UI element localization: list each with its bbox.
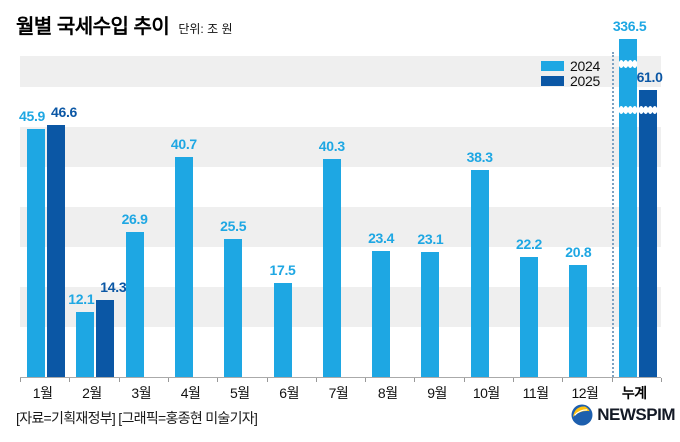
legend-swatch-2024 bbox=[541, 60, 564, 71]
x-label-9월: 9월 bbox=[427, 385, 447, 401]
bar-2025-2월 bbox=[96, 299, 115, 377]
value-label-2024-5월: 25.5 bbox=[220, 218, 247, 235]
chart-unit-label: 단위: 조 원 bbox=[178, 22, 233, 36]
x-label-5월: 5월 bbox=[230, 385, 250, 401]
value-label-2024-2월: 12.1 bbox=[68, 290, 95, 307]
axis-tick bbox=[414, 378, 416, 382]
chart-title: 월별 국세수입 추이 bbox=[16, 16, 170, 38]
value-label-2024-11월: 22.2 bbox=[515, 236, 543, 253]
axis-tick bbox=[217, 378, 219, 382]
legend-label-2024: 2024 bbox=[570, 57, 600, 74]
axis-tick bbox=[611, 378, 613, 382]
bar-2024-6월 bbox=[273, 282, 292, 377]
bar-2024-12월 bbox=[569, 264, 588, 377]
bar-2025-누계 bbox=[638, 90, 657, 377]
axis-break-icon-누계-2024-lower bbox=[618, 103, 637, 115]
axis-break-icon-누계-2025 bbox=[638, 103, 657, 115]
axis-tick bbox=[562, 378, 564, 382]
axis-tick bbox=[69, 378, 71, 382]
bar-2024-누계 bbox=[618, 39, 637, 377]
bar-2024-2월 bbox=[76, 311, 95, 377]
value-label-2024-8월: 23.4 bbox=[368, 229, 395, 246]
value-label-2025-1월: 46.6 bbox=[50, 104, 78, 121]
axis-tick bbox=[463, 378, 465, 382]
legend-item-2024: 2024 bbox=[541, 57, 600, 74]
bar-2024-1월 bbox=[27, 129, 45, 377]
value-label-2024-10월: 38.3 bbox=[466, 149, 493, 166]
legend-swatch-2025 bbox=[541, 75, 564, 86]
x-label-1월: 1월 bbox=[32, 385, 53, 401]
x-label-4월: 4월 bbox=[180, 385, 201, 401]
x-label-2월: 2월 bbox=[82, 385, 102, 401]
value-label-2024-4월: 40.7 bbox=[170, 136, 197, 153]
legend-item-2025: 2025 bbox=[541, 72, 600, 89]
cumulative-divider-line bbox=[611, 52, 614, 377]
bar-2024-11월 bbox=[520, 257, 538, 377]
value-label-2024-6월: 17.5 bbox=[269, 261, 296, 278]
value-label-2025-누계: 61.0 bbox=[636, 69, 663, 85]
x-label-10월: 10월 bbox=[472, 385, 500, 401]
x-label-6월: 6월 bbox=[279, 385, 299, 401]
axis-tick bbox=[167, 378, 169, 382]
axis-tick bbox=[365, 378, 367, 382]
value-label-2024-누계: 336.5 bbox=[612, 18, 647, 34]
bar-2024-7월 bbox=[322, 159, 341, 377]
bar-2024-4월 bbox=[174, 157, 193, 377]
newspim-logo: NEWSPIM bbox=[571, 404, 675, 426]
value-label-2024-1월: 45.9 bbox=[18, 108, 46, 125]
x-label-7월: 7월 bbox=[328, 385, 349, 401]
source-credit: [자료=기획재정부] [그래픽=홍종현 미술기자] bbox=[16, 410, 258, 426]
chart-legend: 2024 2025 bbox=[541, 57, 600, 89]
bar-2024-3월 bbox=[125, 231, 144, 377]
axis-tick bbox=[315, 378, 317, 382]
bar-2024-10월 bbox=[470, 170, 489, 377]
bar-2025-1월 bbox=[47, 125, 65, 377]
value-label-2024-9월: 23.1 bbox=[417, 231, 444, 248]
x-label-누계: 누계 bbox=[621, 385, 647, 401]
x-label-11월: 11월 bbox=[522, 385, 549, 401]
x-label-3월: 3월 bbox=[131, 385, 152, 401]
x-axis-line bbox=[20, 377, 661, 378]
bar-2024-8월 bbox=[372, 250, 391, 377]
value-label-2025-2월: 14.3 bbox=[100, 278, 127, 295]
axis-break-icon-누계-2024-upper bbox=[618, 57, 637, 69]
bar-2024-5월 bbox=[224, 239, 243, 377]
axis-tick bbox=[118, 378, 120, 382]
value-label-2024-12월: 20.8 bbox=[565, 243, 592, 260]
axis-tick bbox=[266, 378, 268, 382]
legend-label-2025: 2025 bbox=[570, 72, 600, 89]
axis-tick bbox=[660, 378, 662, 382]
axis-tick bbox=[20, 378, 21, 382]
bar-2024-9월 bbox=[421, 252, 440, 377]
newspim-logo-text: NEWSPIM bbox=[597, 405, 675, 424]
chart-header: 월별 국세수입 추이 단위: 조 원 bbox=[16, 10, 233, 39]
value-label-2024-3월: 26.9 bbox=[121, 210, 148, 227]
axis-tick bbox=[513, 378, 514, 382]
x-label-12월: 12월 bbox=[571, 385, 599, 401]
newspim-logo-icon bbox=[571, 404, 593, 426]
x-label-8월: 8월 bbox=[377, 385, 398, 401]
value-label-2024-7월: 40.3 bbox=[318, 138, 345, 155]
